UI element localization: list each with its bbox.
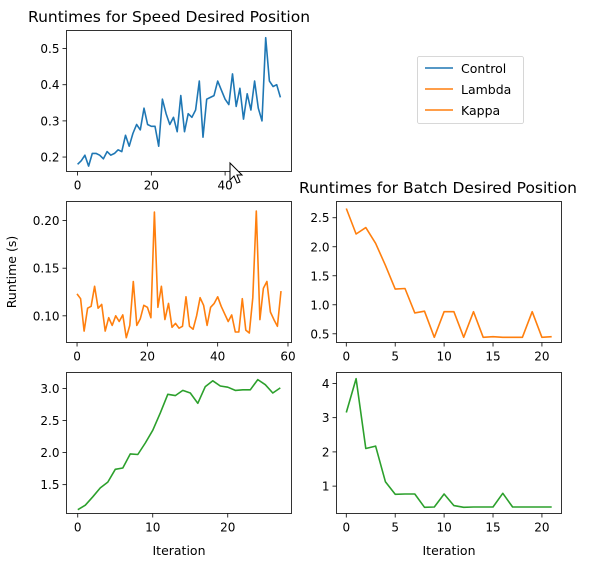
- x-tick-label: 0: [342, 350, 350, 364]
- y-tick-label: 1.5: [310, 269, 329, 283]
- x-tick-label: 40: [210, 350, 225, 364]
- x-tick-label: 10: [436, 521, 451, 535]
- bottom-left-plot-series: [77, 378, 281, 511]
- x-tick-label: 15: [485, 350, 500, 364]
- y-tick-label: 0.5: [310, 327, 329, 341]
- y-tick-label: 0.20: [33, 214, 60, 228]
- series-line: [77, 378, 281, 511]
- x-tick-label: 0: [73, 350, 81, 364]
- lambda-plot-series: [76, 210, 282, 339]
- y-tick-label: 3.0: [40, 382, 59, 396]
- bottom-right-plot-series: [345, 377, 552, 509]
- y-tick-label: 0.5: [40, 42, 59, 56]
- y-tick-label: 2.0: [310, 240, 329, 254]
- x-tick-label: 0: [74, 179, 82, 193]
- x-tick-label: 20: [144, 179, 159, 193]
- batch-runtime-plot: Runtimes for Batch Desired Position 0 5 10…: [299, 179, 577, 364]
- y-tick-label: 2: [322, 445, 330, 459]
- batch-plot-series: [345, 208, 552, 339]
- legend-label-kappa: Kappa: [461, 103, 500, 118]
- x-tick-label: 20: [220, 521, 235, 535]
- iteration-runtime-plot-left: 0 10 20 1.5 2.0 2.5 3.0 Iteration: [40, 372, 292, 558]
- series-line: [345, 208, 552, 339]
- series-line: [345, 377, 552, 509]
- x-tick-label: 10: [436, 350, 451, 364]
- legend-label-lambda: Lambda: [461, 82, 511, 97]
- y-tick-label: 1.0: [310, 298, 329, 312]
- x-tick-label: 20: [534, 521, 549, 535]
- speed-plot-frame: [66, 30, 292, 172]
- y-tick-label: 3: [322, 411, 330, 425]
- x-tick-label: 0: [342, 521, 350, 535]
- legend-label-control: Control: [461, 61, 506, 76]
- x-axis-label-right: Iteration: [422, 543, 475, 558]
- speed-runtime-plot: Runtimes for Speed Desired Position 0 20 4…: [28, 8, 310, 193]
- y-tick-label: 4: [322, 377, 330, 391]
- x-tick-label: 5: [391, 350, 399, 364]
- x-tick-label: 60: [280, 350, 295, 364]
- x-tick-label: 40: [217, 179, 232, 193]
- lambda-plot-ticks: 0 20 40 60 0.10 0.15 0.20: [33, 214, 296, 363]
- lambda-plot-frame: [66, 201, 292, 343]
- y-tick-label: 2.0: [40, 446, 59, 460]
- x-tick-label: 5: [391, 521, 399, 535]
- y-tick-label: 0.2: [40, 151, 59, 165]
- y-tick-label: 2.5: [310, 211, 329, 225]
- y-tick-label: 0.10: [33, 309, 60, 323]
- y-tick-label: 1.5: [40, 478, 59, 492]
- x-tick-label: 20: [140, 350, 155, 364]
- y-tick-label: 0.4: [40, 78, 59, 92]
- bottom-left-plot-ticks: 0 10 20 1.5 2.0 2.5 3.0: [40, 382, 235, 534]
- series-line: [77, 36, 282, 167]
- speed-plot-title: Runtimes for Speed Desired Position: [28, 8, 310, 26]
- batch-plot-frame: [336, 201, 562, 343]
- batch-plot-ticks: 0 5 10 15 20 0.5 1.0 1.5 2.0 2.5: [310, 211, 549, 363]
- iteration-runtime-plot-right: 0 5 10 15 20 1 2 3 4 Iteration: [322, 372, 562, 558]
- speed-plot-ticks: 0 20 40 0.2 0.3 0.4 0.5: [40, 42, 232, 192]
- lambda-runtime-plot: Runtime (s) 0 20 40 60 0.10 0.15 0.20: [4, 201, 296, 364]
- y-tick-label: 0.3: [40, 114, 59, 128]
- batch-plot-title: Runtimes for Batch Desired Position: [299, 179, 577, 197]
- legend-box: [417, 56, 524, 124]
- series-line: [76, 210, 282, 339]
- bottom-left-plot-frame: [66, 372, 292, 514]
- bottom-right-plot-frame: [336, 372, 562, 514]
- y-axis-label: Runtime (s): [4, 236, 19, 308]
- legend: Control Lambda Kappa: [417, 56, 524, 124]
- y-tick-label: 2.5: [40, 414, 59, 428]
- mouse-cursor-icon: [229, 161, 244, 184]
- bottom-right-plot-ticks: 0 5 10 15 20 1 2 3 4: [322, 377, 550, 535]
- x-tick-label: 0: [74, 521, 82, 535]
- x-tick-label: 15: [485, 521, 500, 535]
- x-axis-label-left: Iteration: [152, 543, 205, 558]
- y-tick-label: 1: [322, 480, 330, 494]
- x-tick-label: 20: [534, 350, 549, 364]
- x-tick-label: 10: [145, 521, 160, 535]
- y-tick-label: 0.15: [33, 262, 60, 276]
- speed-plot-series: [77, 36, 282, 167]
